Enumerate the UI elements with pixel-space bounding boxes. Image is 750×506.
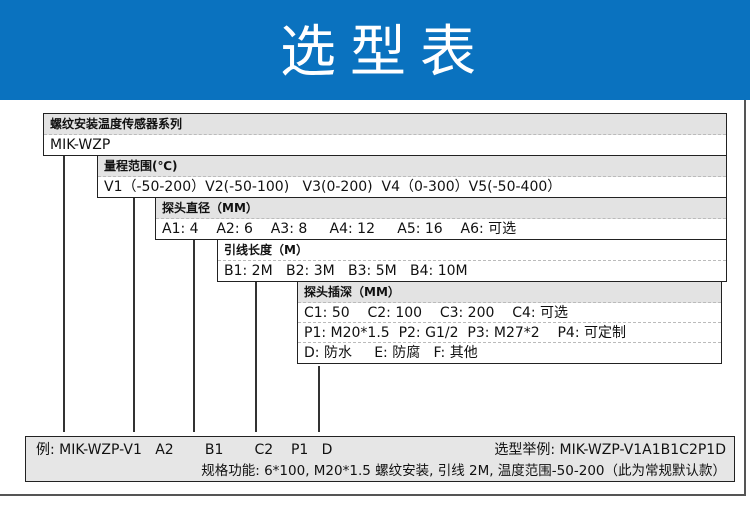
depth-row: D: 防水 E: 防腐 F: 其他 — [304, 345, 478, 361]
page-title: 选型表 — [280, 20, 490, 85]
range-box: 量程范围(℃) V1（-50-200）V2(-50-100) V3(0-200)… — [97, 155, 727, 198]
connector-line — [63, 156, 65, 432]
range-header: 量程范围(℃) — [98, 156, 726, 177]
connector-line — [193, 240, 195, 432]
example-spec: 规格功能: 6*100, M20*1.5 螺纹安装, 引线 2M, 温度范围-5… — [201, 463, 726, 479]
diameter-header: 探头直径（MM） — [156, 198, 726, 219]
title-banner: 选型表 — [0, 0, 750, 100]
content-frame — [0, 100, 746, 496]
lead-value: B1: 2M B2: 3M B3: 5M B4: 10M — [224, 263, 468, 279]
lead-header: 引线长度（M） — [218, 240, 726, 261]
diameter-value: A1: 4 A2: 6 A3: 8 A4: 12 A5: 16 A6: 可选 — [162, 221, 517, 237]
depth-box: 探头插深（MM） C1: 50 C2: 100 C3: 200 C4: 可选 P… — [297, 281, 722, 364]
connector-line — [255, 282, 257, 432]
depth-row: C1: 50 C2: 100 C3: 200 C4: 可选 — [298, 303, 721, 323]
connector-line — [318, 366, 320, 432]
lead-box: 引线长度（M） B1: 2M B2: 3M B3: 5M B4: 10M — [217, 239, 727, 282]
series-box: 螺纹安装温度传感器系列 MIK-WZP — [43, 113, 727, 156]
diameter-box: 探头直径（MM） A1: 4 A2: 6 A3: 8 A4: 12 A5: 16… — [155, 197, 727, 240]
depth-header: 探头插深（MM） — [298, 282, 721, 303]
connector-line — [133, 198, 135, 432]
series-header: 螺纹安装温度传感器系列 — [44, 114, 726, 135]
example-selection: 选型举例: MIK-WZP-V1A1B1C2P1D — [494, 442, 726, 458]
example-code: 例: MIK-WZP-V1 A2 B1 C2 P1 D — [36, 442, 333, 458]
depth-row: P1: M20*1.5 P2: G1/2 P3: M27*2 P4: 可定制 — [298, 323, 721, 343]
example-box: 例: MIK-WZP-V1 A2 B1 C2 P1 D 选型举例: MIK-WZ… — [25, 436, 735, 482]
series-value: MIK-WZP — [50, 137, 111, 153]
range-value: V1（-50-200）V2(-50-100) V3(0-200) V4（0-30… — [104, 179, 562, 195]
